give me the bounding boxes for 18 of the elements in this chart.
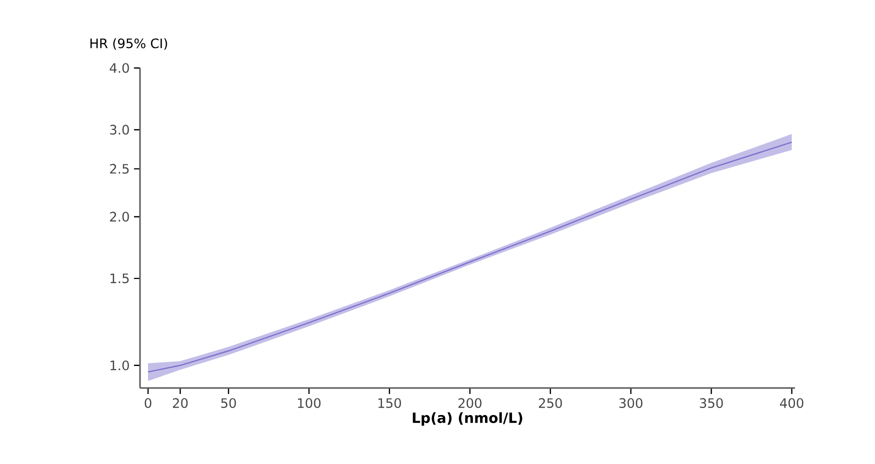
y-tick-label: 4.0: [110, 63, 129, 73]
y-tick-label: 1.0: [110, 360, 129, 370]
y-tick-label: 2.0: [110, 212, 129, 222]
y-tick-label: 2.5: [110, 164, 129, 174]
x-tick-label: 350: [700, 398, 723, 408]
y-tick-label: 1.5: [110, 274, 129, 284]
x-tick-label: 300: [619, 398, 642, 408]
x-tick-label: 100: [298, 398, 321, 408]
y-tick-label: 3.0: [110, 124, 129, 135]
x-tick-label: 20: [172, 398, 188, 408]
x-tick-label: 200: [458, 398, 482, 408]
x-axis-title: Lp(a) (nmol/L): [412, 412, 522, 426]
x-tick-label: 50: [221, 398, 236, 408]
x-tick-label: 250: [538, 398, 562, 408]
x-tick-label: 150: [378, 398, 401, 408]
y-axis-title: HR (95% CI): [90, 38, 168, 50]
x-tick-label: 400: [780, 398, 804, 408]
x-tick-label: 0: [144, 398, 152, 408]
